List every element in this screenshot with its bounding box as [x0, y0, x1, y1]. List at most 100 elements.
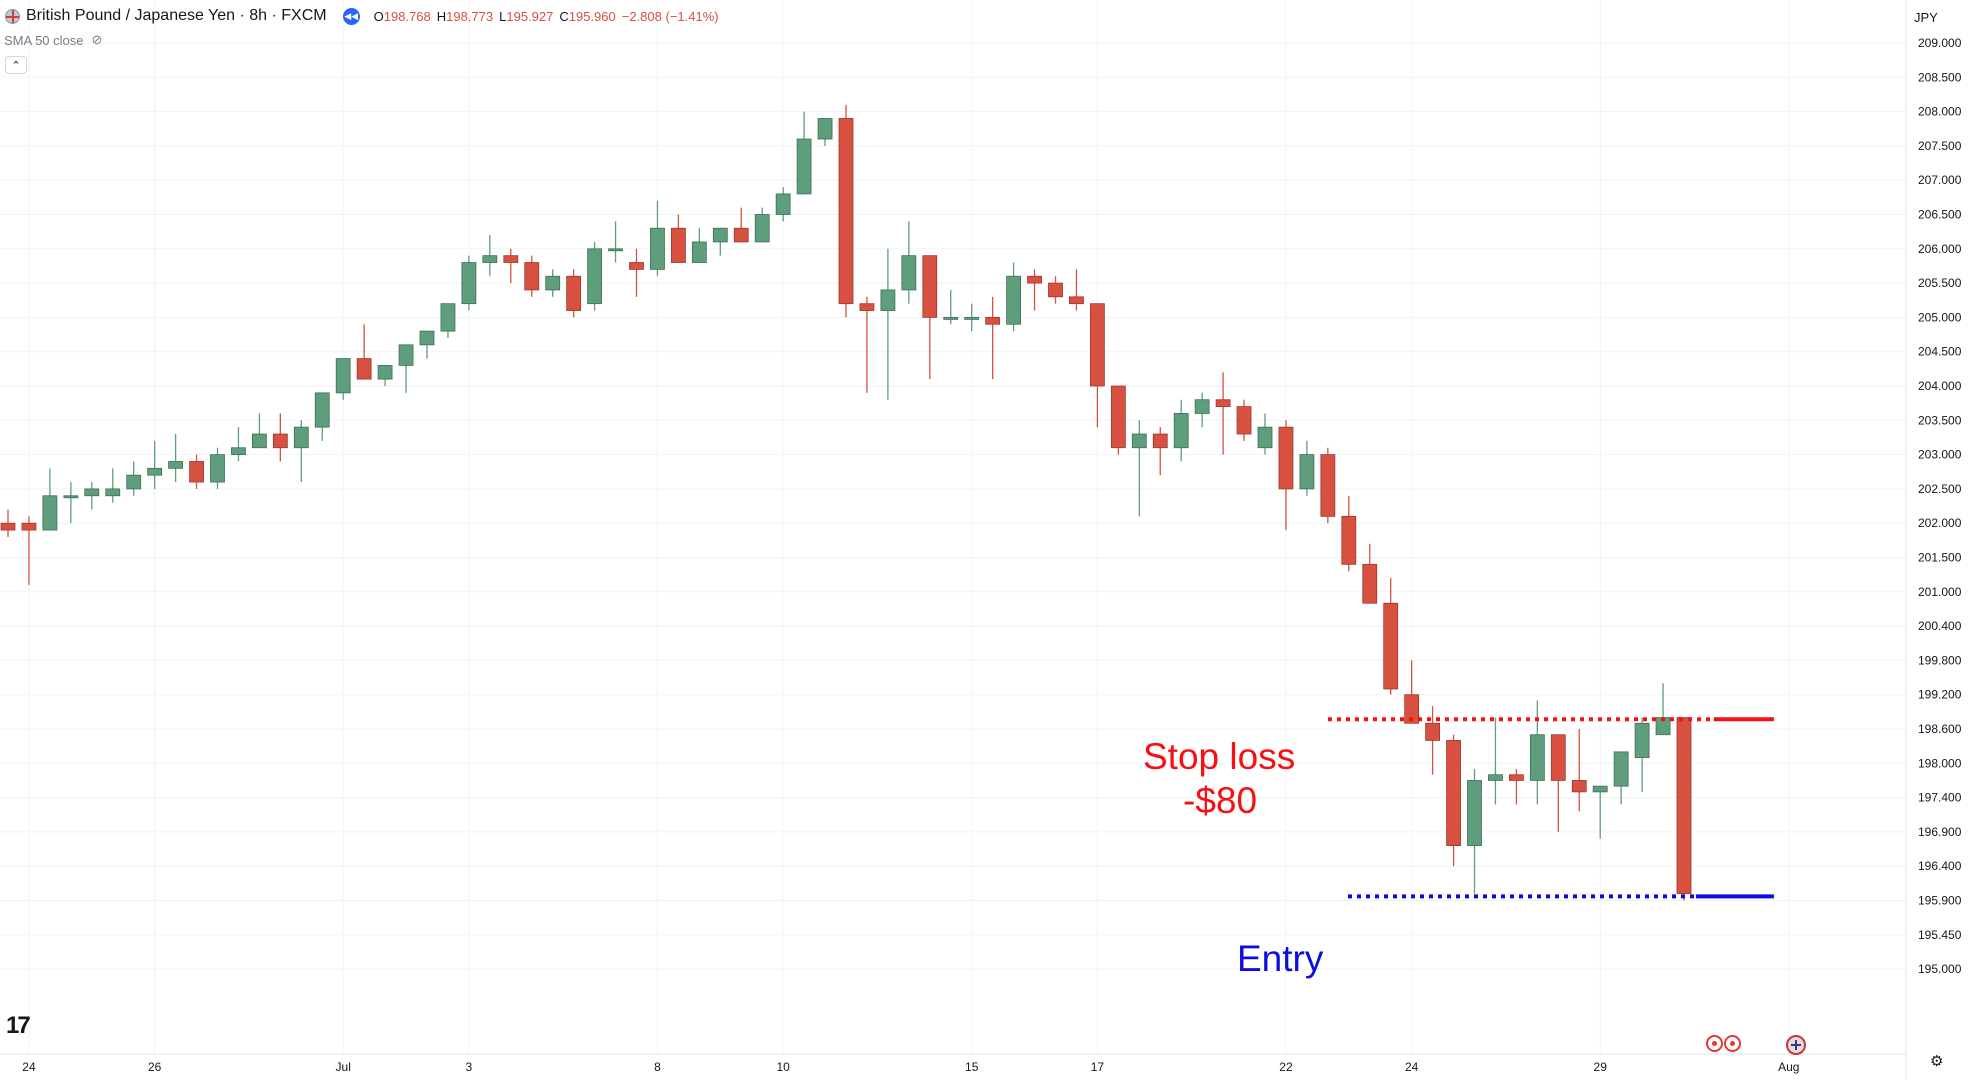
time-axis[interactable]: 24 26 Jul 3 8 10 15 17 22 24 29 Aug: [22, 1060, 1799, 1074]
candle-body: [1467, 780, 1482, 847]
candle: [796, 111, 812, 195]
candle: [922, 255, 938, 380]
candle: [63, 482, 79, 524]
candle-body: [775, 193, 791, 215]
candle-body: [1509, 774, 1524, 781]
candle-body: [1362, 563, 1378, 604]
candle: [1173, 399, 1189, 462]
chevron-up-icon[interactable]: ⌃: [5, 56, 27, 74]
candle-body: [1110, 385, 1126, 449]
candle-body: [272, 433, 288, 449]
price-tick-label: 195.900: [1918, 894, 1962, 908]
price-tick-label: 207.000: [1918, 173, 1962, 187]
candle: [712, 227, 728, 256]
candle-body: [105, 488, 121, 497]
candles: [0, 104, 1692, 901]
rewind-icon[interactable]: ◀◀: [342, 7, 360, 25]
eye-off-icon[interactable]: ⊘: [91, 32, 103, 47]
stop-loss-amount: -$80: [1183, 780, 1257, 821]
price-tick-label: 199.200: [1918, 688, 1962, 702]
candle-body: [922, 255, 938, 318]
candle-body: [524, 262, 540, 291]
candle-body: [545, 275, 561, 291]
price-tick-label: 202.500: [1918, 482, 1962, 496]
candle: [461, 255, 477, 311]
globe-icon[interactable]: [1786, 1035, 1806, 1055]
candle: [105, 468, 121, 503]
time-tick-label: 15: [965, 1060, 979, 1074]
time-tick-label: 17: [1091, 1060, 1105, 1074]
settings-icon[interactable]: ⚙: [1930, 1053, 1944, 1070]
event-icon[interactable]: [1706, 1035, 1723, 1052]
candle: [880, 248, 896, 400]
time-tick-label: Aug: [1778, 1060, 1799, 1074]
price-tick-label: 202.000: [1918, 516, 1962, 530]
indicator-label[interactable]: SMA 50 close: [4, 32, 84, 48]
candle: [293, 420, 309, 483]
price-tick-label: 203.500: [1918, 413, 1962, 427]
candle-body: [754, 214, 770, 243]
candle-body: [314, 392, 330, 428]
candle: [608, 221, 623, 263]
low-value: L195.927: [499, 8, 554, 24]
candle-body: [356, 358, 372, 380]
time-tick-label: 29: [1594, 1060, 1608, 1074]
candle: [419, 330, 435, 359]
candle-body: [42, 495, 58, 531]
candle: [1215, 372, 1231, 455]
candle: [1592, 785, 1608, 839]
candle: [377, 365, 393, 386]
time-tick-label: 10: [776, 1060, 790, 1074]
candle: [210, 447, 225, 489]
time-tick-label: 22: [1279, 1060, 1293, 1074]
price-tick-label: 197.400: [1918, 791, 1962, 805]
currency-label[interactable]: JPY: [1914, 9, 1938, 25]
candle: [440, 303, 456, 338]
candle-body: [1173, 413, 1189, 449]
candle: [1571, 729, 1587, 812]
time-tick-label: 8: [654, 1060, 661, 1074]
candle-body: [1006, 275, 1021, 325]
candle: [1488, 717, 1503, 805]
candle: [1404, 660, 1420, 724]
event-icon[interactable]: [1724, 1035, 1741, 1052]
candle-body: [503, 255, 519, 263]
candle-body: [1278, 426, 1294, 490]
indicator-legend: SMA 50 close ⊘: [4, 32, 102, 48]
candle: [754, 207, 770, 243]
candle-body: [650, 227, 665, 270]
candle: [1341, 495, 1357, 572]
time-tick-label: 24: [22, 1060, 36, 1074]
trade-levels: [1328, 717, 1774, 899]
candle-body: [335, 358, 351, 394]
candle-body: [63, 495, 79, 499]
candle-body: [1027, 275, 1042, 284]
candle: [1383, 578, 1399, 695]
symbol-title[interactable]: British Pound / Japanese Yen · 8h · FXCM: [26, 7, 327, 24]
candle: [356, 324, 372, 380]
candle: [1048, 276, 1063, 304]
candle-body: [1069, 296, 1084, 305]
price-tick-label: 200.400: [1918, 619, 1962, 633]
price-tick-label: 205.000: [1918, 310, 1962, 324]
candle: [0, 509, 16, 537]
price-tick-label: 206.500: [1918, 208, 1962, 222]
candle-body: [1236, 406, 1252, 435]
candle-body: [231, 447, 246, 455]
price-tick-label: 204.500: [1918, 345, 1962, 359]
candle: [566, 269, 582, 318]
candle: [1467, 769, 1482, 894]
tradingview-logo[interactable]: 17: [6, 1012, 31, 1039]
candle-body: [1634, 722, 1650, 758]
candle-body: [1257, 426, 1273, 449]
candle-body: [398, 344, 414, 366]
candle: [1006, 262, 1021, 332]
price-axis[interactable]: 209.000 208.500 208.000 207.500 207.000 206.5…: [1918, 36, 1962, 976]
candle-body: [880, 289, 896, 311]
candle-body: [566, 275, 582, 311]
price-tick-label: 201.000: [1918, 585, 1962, 599]
candle-body: [817, 118, 833, 140]
candle: [650, 200, 665, 277]
ohlc-legend: O198.768 H198.773 L195.927 C195.960 −2.8…: [374, 9, 719, 24]
